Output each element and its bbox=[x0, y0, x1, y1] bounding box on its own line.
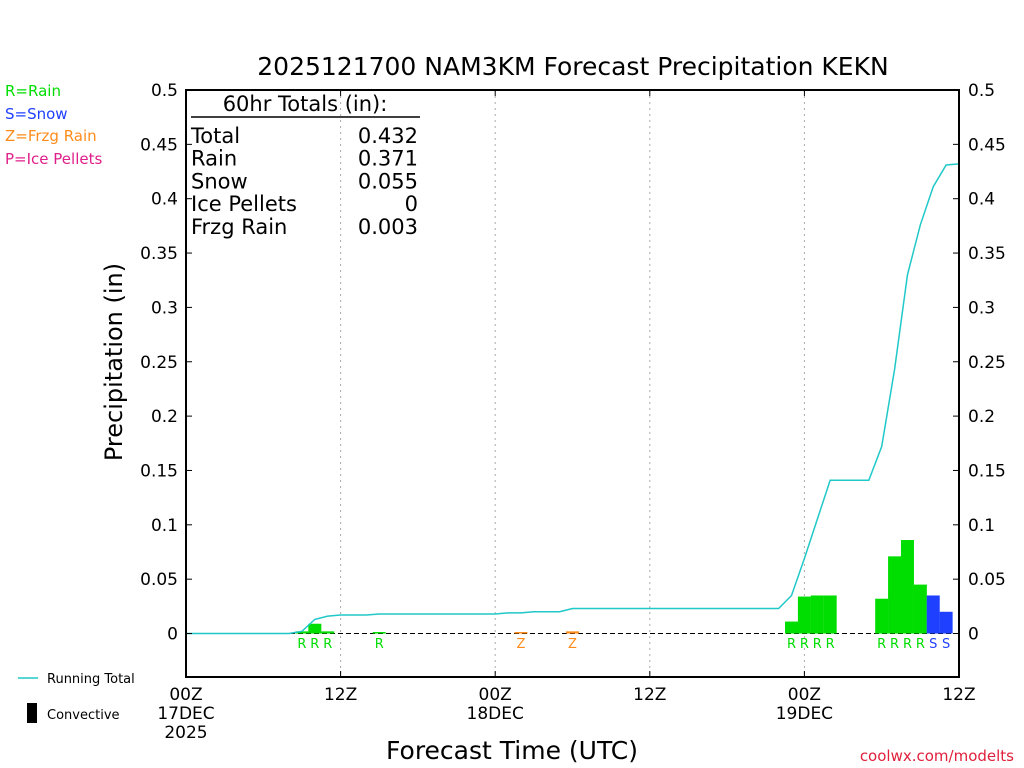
bar-r bbox=[308, 623, 322, 634]
bar-r bbox=[875, 598, 889, 634]
type-marker: R bbox=[375, 637, 384, 652]
totals-row-label: Ice Pellets bbox=[191, 192, 297, 216]
y-tick-label-right: 0.1 bbox=[968, 516, 995, 536]
type-marker: R bbox=[323, 637, 332, 652]
y-tick-label-left: 0.05 bbox=[140, 570, 178, 590]
y-tick-label-left: 0.1 bbox=[151, 516, 178, 536]
running-total-legend-label: Running Total bbox=[47, 672, 135, 687]
gridlines bbox=[186, 90, 959, 677]
y-tick-label-left: 0.15 bbox=[140, 461, 178, 481]
x-tick-label: 12Z bbox=[633, 685, 666, 705]
y-tick-label-left: 0.5 bbox=[151, 81, 178, 101]
type-marker: R bbox=[903, 637, 912, 652]
y-tick-labels: 0 0 0.05 0.05 0.1 0.1 0.15 0.15 0.2 0.2 0.25 0.25 0.… bbox=[140, 81, 1006, 645]
bar-r bbox=[785, 621, 799, 634]
x-axis-label: Forecast Time (UTC) bbox=[386, 736, 638, 765]
y-tick-label-left: 0.3 bbox=[151, 298, 178, 318]
bar-r bbox=[810, 595, 824, 634]
type-marker: S bbox=[929, 637, 937, 652]
convective-legend-swatch bbox=[27, 703, 37, 723]
type-marker: R bbox=[916, 637, 925, 652]
type-marker: R bbox=[297, 637, 306, 652]
totals-box: 60hr Totals (in): Total 0.432 Rain 0.371 Sno… bbox=[190, 92, 420, 239]
y-tick-label-left: 0.25 bbox=[140, 353, 178, 373]
x-tick-label: 12Z bbox=[942, 685, 975, 705]
line-legend: Running Total Convective bbox=[18, 672, 135, 723]
precip-type-legend: R=Rain S=Snow Z=Frzg Rain P=Ice Pellets bbox=[5, 82, 102, 168]
bar-r bbox=[295, 631, 309, 634]
bar-r bbox=[888, 556, 902, 634]
type-marker: R bbox=[787, 637, 796, 652]
bar-s bbox=[926, 595, 940, 634]
type-marker: R bbox=[813, 637, 822, 652]
y-tick-label-right: 0.3 bbox=[968, 298, 995, 318]
type-marker: S bbox=[942, 637, 950, 652]
y-tick-label-right: 0.35 bbox=[968, 244, 1006, 264]
totals-row-label: Rain bbox=[191, 147, 237, 171]
bar-s bbox=[939, 611, 953, 634]
y-tick-label-left: 0.35 bbox=[140, 244, 178, 264]
legend-frzg-rain: Z=Frzg Rain bbox=[5, 127, 97, 145]
bar-z bbox=[566, 631, 579, 634]
legend-snow: S=Snow bbox=[5, 105, 68, 123]
axes bbox=[185, 89, 960, 678]
x-tick-label: 19DEC bbox=[776, 704, 833, 724]
type-marker: R bbox=[890, 637, 899, 652]
x-tick-label: 17DEC bbox=[157, 704, 214, 724]
y-tick-label-right: 0.2 bbox=[968, 407, 995, 427]
y-axis-label: Precipitation (in) bbox=[100, 263, 128, 461]
totals-row-value: 0.432 bbox=[358, 124, 418, 148]
type-marker: Z bbox=[517, 637, 526, 652]
type-marker: Z bbox=[568, 637, 577, 652]
hourly-bars bbox=[295, 540, 953, 634]
bar-z bbox=[514, 632, 528, 634]
plot-frame bbox=[185, 89, 960, 678]
y-tick-label-right: 0.5 bbox=[968, 81, 995, 101]
x-tick-label: 00Z bbox=[479, 685, 512, 705]
y-tick-label-left: 0.2 bbox=[151, 407, 178, 427]
type-marker: R bbox=[800, 637, 809, 652]
type-marker: R bbox=[826, 637, 835, 652]
y-tick-label-right: 0.25 bbox=[968, 353, 1006, 373]
x-tick-label: 00Z bbox=[788, 685, 821, 705]
totals-title: 60hr Totals (in): bbox=[223, 92, 388, 116]
type-marker: R bbox=[310, 637, 319, 652]
bar-r bbox=[797, 596, 811, 634]
running-total-line bbox=[186, 163, 960, 635]
credit-text: coolwx.com/modelts bbox=[860, 747, 1014, 765]
y-tick-label-right: 0.05 bbox=[968, 570, 1006, 590]
x-tick-label: 12Z bbox=[324, 685, 357, 705]
totals-row-label: Total bbox=[190, 124, 240, 148]
totals-row-label: Frzg Rain bbox=[191, 215, 287, 239]
y-tick-label-right: 0.4 bbox=[968, 190, 995, 210]
y-tick-label-right: 0.45 bbox=[968, 135, 1006, 155]
bar-r bbox=[900, 540, 914, 634]
totals-row-value: 0.003 bbox=[358, 215, 418, 239]
bar-r bbox=[823, 595, 837, 634]
bar-r bbox=[321, 631, 335, 634]
totals-row-label: Snow bbox=[191, 169, 248, 193]
y-tick-label-left: 0.4 bbox=[151, 190, 178, 210]
totals-row-value: 0.371 bbox=[358, 147, 418, 171]
bar-r bbox=[372, 632, 386, 634]
y-tick-label-right: 0 bbox=[968, 625, 979, 645]
totals-row-value: 0.055 bbox=[358, 169, 418, 193]
x-tick-label: 00Z bbox=[169, 685, 202, 705]
type-marker: R bbox=[877, 637, 886, 652]
y-tick-label-left: 0 bbox=[167, 625, 178, 645]
chart-title: 2025121700 NAM3KM Forecast Precipitation… bbox=[257, 52, 888, 81]
x-tick-label: 2025 bbox=[164, 723, 207, 743]
running-total-line-group bbox=[186, 163, 960, 635]
convective-legend-label: Convective bbox=[47, 708, 120, 723]
bar-r bbox=[913, 584, 927, 634]
legend-ice-pellets: P=Ice Pellets bbox=[5, 150, 102, 168]
x-tick-label: 18DEC bbox=[467, 704, 524, 724]
legend-rain: R=Rain bbox=[5, 82, 61, 100]
y-tick-label-left: 0.45 bbox=[140, 135, 178, 155]
y-tick-label-right: 0.15 bbox=[968, 461, 1006, 481]
totals-row-value: 0 bbox=[405, 192, 418, 216]
